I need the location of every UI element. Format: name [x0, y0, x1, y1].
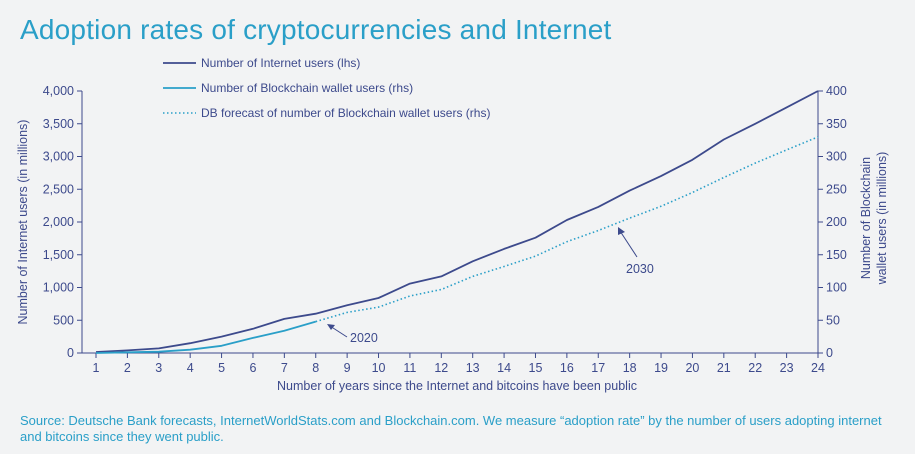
x-tick-label: 22: [748, 361, 762, 375]
x-tick-label: 15: [529, 361, 543, 375]
x-tick-label: 12: [434, 361, 448, 375]
x-axis-label: Number of years since the Internet and b…: [277, 379, 637, 393]
x-tick-label: 7: [281, 361, 288, 375]
x-tick-label: 9: [344, 361, 351, 375]
chart-legend: Number of Internet users (lhs) Number of …: [163, 56, 490, 120]
y-axis-label-left: Number of Internet users (in millions): [16, 120, 30, 325]
series-line-2: [315, 136, 819, 323]
y-left-tick-label: 1,500: [43, 248, 74, 262]
page-title: Adoption rates of cryptocurrencies and I…: [20, 14, 612, 45]
y-right-tick-label: 100: [826, 281, 847, 295]
y-left-tick-label: 2,500: [43, 182, 74, 196]
y-left-tick-label: 1,000: [43, 281, 74, 295]
annotation-2020-arrowhead: [327, 324, 335, 330]
y-left-tick-label: 0: [67, 346, 74, 360]
y-right-tick-label: 200: [826, 215, 847, 229]
x-tick-label: 18: [623, 361, 637, 375]
x-tick-label: 1: [93, 361, 100, 375]
chart-annotations: 2020 2030: [327, 227, 654, 345]
x-tick-label: 3: [155, 361, 162, 375]
annotation-2030-arrowhead: [618, 227, 625, 235]
x-tick-label: 5: [218, 361, 225, 375]
y-right-tick-label: 350: [826, 117, 847, 131]
x-tick-label: 23: [780, 361, 794, 375]
x-tick-label: 16: [560, 361, 574, 375]
series-line-1: [95, 320, 316, 354]
source-note: Source: Deutsche Bank forecasts, Interne…: [20, 413, 882, 444]
x-tick-label: 20: [685, 361, 699, 375]
annotation-2020-label: 2020: [350, 331, 378, 345]
chart-axes: 0 500 1,000 1,500 2,000 2,500 3,000 3,500 4,000 0…: [43, 84, 847, 375]
y-left-tick-label: 3,000: [43, 150, 74, 164]
x-tick-label: 24: [811, 361, 825, 375]
chart-series: [95, 90, 819, 354]
y-right-tick-label: 400: [826, 84, 847, 98]
annotation-2030-arrow: [619, 230, 638, 258]
y-axis-label-right-line1: Number of Blockchain: [859, 157, 873, 279]
x-tick-label: 8: [312, 361, 319, 375]
y-axis-label-right-line2: wallet users (in millions): [875, 152, 889, 286]
y-left-tick-label: 4,000: [43, 84, 74, 98]
x-tick-label: 14: [497, 361, 511, 375]
series-line-0: [95, 90, 819, 353]
y-left-tick-label: 500: [53, 313, 74, 327]
y-right-tick-label: 150: [826, 248, 847, 262]
legend-label-1: Number of Blockchain wallet users (rhs): [201, 81, 413, 95]
y-left-tick-label: 2,000: [43, 215, 74, 229]
x-tick-label: 17: [591, 361, 605, 375]
y-right-tick-label: 0: [826, 346, 833, 360]
x-tick-label: 10: [372, 361, 386, 375]
annotation-2020-arrow: [329, 325, 348, 338]
x-tick-label: 6: [249, 361, 256, 375]
adoption-line-chart: 0 500 1,000 1,500 2,000 2,500 3,000 3,500 4,000 0…: [16, 56, 889, 393]
legend-label-0: Number of Internet users (lhs): [201, 56, 360, 70]
x-tick-label: 2: [124, 361, 131, 375]
y-right-tick-label: 250: [826, 182, 847, 196]
y-left-tick-label: 3,500: [43, 117, 74, 131]
x-tick-label: 11: [403, 361, 416, 375]
x-tick-label: 4: [187, 361, 194, 375]
annotation-2030-label: 2030: [626, 262, 654, 276]
x-tick-label: 13: [466, 361, 480, 375]
x-tick-label: 21: [717, 361, 731, 375]
y-right-tick-label: 50: [826, 313, 840, 327]
y-right-tick-label: 300: [826, 150, 847, 164]
x-tick-label: 19: [654, 361, 668, 375]
legend-label-2: DB forecast of number of Blockchain wall…: [201, 106, 490, 120]
